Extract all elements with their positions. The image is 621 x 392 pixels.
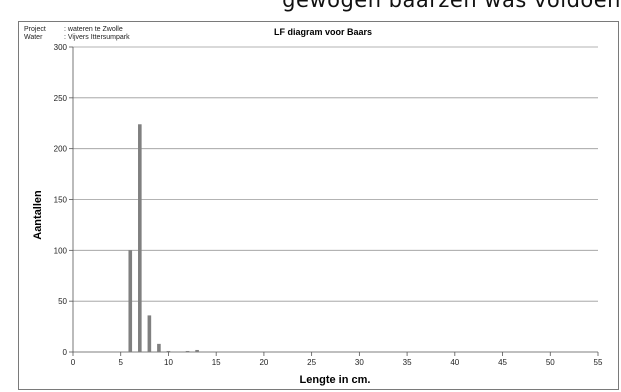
x-tick-label-55: 55 xyxy=(594,358,603,367)
project-info: Project : wateren te Zwolle Water : Vijver… xyxy=(24,26,130,42)
chart-frame: Project : wateren te Zwolle Water : Vijver… xyxy=(18,21,619,390)
bar-7cm xyxy=(138,124,142,353)
bars xyxy=(128,124,199,353)
chart-title: LF diagram voor Baars xyxy=(274,27,372,37)
x-axis-label: Lengte in cm. xyxy=(300,374,371,386)
x-tick-label-5: 5 xyxy=(119,358,124,367)
y-tick-label-150: 150 xyxy=(54,196,68,205)
axes xyxy=(69,46,599,356)
bar-12cm xyxy=(185,350,190,352)
bar-6cm xyxy=(128,250,133,352)
project-label: Project xyxy=(24,26,46,33)
tick-labels: 0 50 100 150 200 250 300 0 5 10 15 20 25 30 35 40 45 50 55 xyxy=(54,43,603,367)
x-tick-label-45: 45 xyxy=(498,358,507,367)
bar-8cm xyxy=(147,315,152,352)
x-tick-label-50: 50 xyxy=(546,358,555,367)
y-tick-label-300: 300 xyxy=(54,43,68,52)
x-tick-label-0: 0 xyxy=(71,358,76,367)
bar-10cm xyxy=(166,350,171,352)
y-tick-label-50: 50 xyxy=(58,297,67,306)
x-tick-label-30: 30 xyxy=(355,358,364,367)
water-label: Water xyxy=(24,34,43,41)
x-tick-label-35: 35 xyxy=(403,358,412,367)
y-tick-label-0: 0 xyxy=(63,348,68,357)
x-tick-label-40: 40 xyxy=(450,358,459,367)
x-tick-label-25: 25 xyxy=(307,358,316,367)
x-tick-label-15: 15 xyxy=(212,358,221,367)
x-tick-label-20: 20 xyxy=(259,358,268,367)
grid-lines xyxy=(73,46,598,302)
bar-13cm xyxy=(195,349,199,352)
bar-9cm xyxy=(157,343,161,352)
y-tick-label-100: 100 xyxy=(54,246,68,255)
y-axis-label: Aantallen xyxy=(32,190,44,240)
water-value: : Vijvers Ittersumpark xyxy=(64,34,130,41)
y-tick-label-250: 250 xyxy=(54,94,68,103)
project-value: : wateren te Zwolle xyxy=(64,26,123,33)
y-tick-label-200: 200 xyxy=(54,145,68,154)
page-header-fragment: gewogen baarzen was voldoen xyxy=(282,0,621,12)
x-tick-label-10: 10 xyxy=(164,358,173,367)
